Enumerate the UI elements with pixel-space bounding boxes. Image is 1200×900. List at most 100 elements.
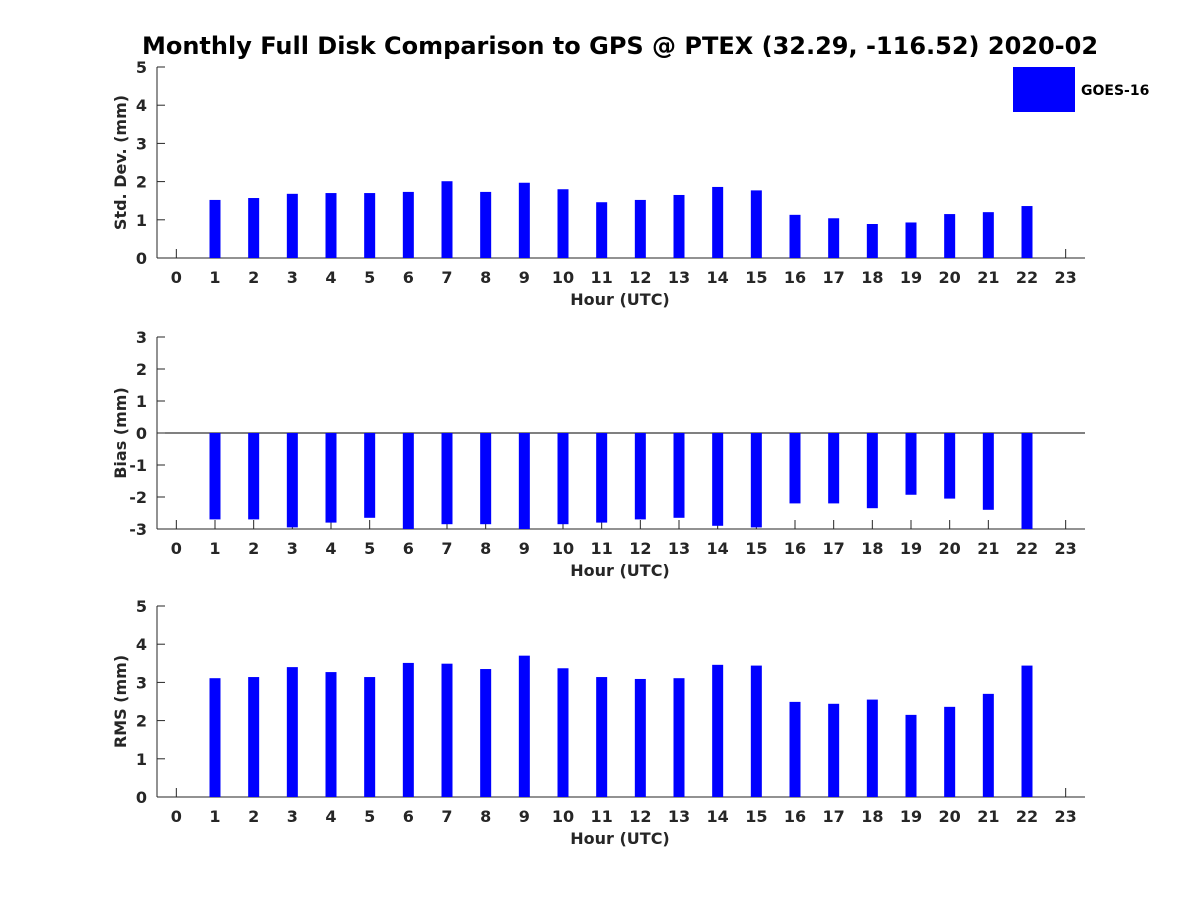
bar-hour-6 [402, 433, 414, 529]
bar-hour-4 [325, 193, 337, 258]
bar-hour-6 [402, 191, 414, 258]
bar-hour-22 [1021, 206, 1033, 258]
bar-hour-17 [828, 433, 840, 504]
x-tick-label: 23 [1055, 807, 1077, 826]
bar-hour-5 [364, 677, 376, 797]
x-tick-label: 3 [287, 268, 298, 287]
x-axis-label: Hour (UTC) [570, 829, 670, 848]
bar-hour-9 [518, 182, 530, 258]
x-tick-label: 16 [784, 268, 806, 287]
x-tick-label: 20 [939, 807, 961, 826]
x-tick-label: 13 [668, 268, 690, 287]
chart-title: Monthly Full Disk Comparison to GPS @ PT… [142, 32, 1098, 60]
x-tick-label: 14 [707, 539, 729, 558]
y-tick-label: 0 [136, 249, 147, 268]
x-tick-label: 0 [171, 539, 182, 558]
x-tick-label: 4 [325, 807, 336, 826]
y-tick-label: 2 [136, 712, 147, 731]
bar-hour-9 [518, 433, 530, 529]
bar-hour-18 [866, 224, 878, 258]
x-tick-label: 13 [668, 539, 690, 558]
bar-hour-7 [441, 181, 453, 258]
x-tick-label: 18 [861, 268, 883, 287]
x-tick-label: 17 [823, 539, 845, 558]
x-tick-label: 16 [784, 807, 806, 826]
bar-hour-17 [828, 218, 840, 258]
bar-hour-20 [944, 214, 956, 258]
x-tick-label: 8 [480, 268, 491, 287]
x-tick-label: 6 [403, 268, 414, 287]
x-tick-label: 22 [1016, 539, 1038, 558]
y-tick-label: 3 [136, 328, 147, 347]
x-tick-label: 10 [552, 807, 574, 826]
x-tick-label: 7 [441, 539, 452, 558]
bar-hour-15 [750, 190, 762, 258]
bar-hour-19 [905, 714, 917, 797]
bar-hour-20 [944, 433, 956, 499]
x-tick-label: 23 [1055, 268, 1077, 287]
x-tick-label: 20 [939, 268, 961, 287]
bar-hour-12 [634, 678, 646, 797]
y-tick-label: -1 [129, 456, 147, 475]
x-tick-label: 8 [480, 807, 491, 826]
x-tick-label: 6 [403, 807, 414, 826]
legend: GOES-16 [1013, 67, 1149, 112]
x-tick-label: 4 [325, 539, 336, 558]
bar-hour-11 [596, 677, 608, 797]
bar-hour-13 [673, 433, 685, 518]
bar-hour-3 [286, 433, 298, 528]
x-tick-label: 11 [591, 807, 613, 826]
x-tick-label: 21 [977, 539, 999, 558]
y-tick-label: 0 [136, 788, 147, 807]
legend-swatch-goes-16 [1013, 67, 1075, 112]
bar-hour-14 [712, 664, 724, 797]
bar-hour-1 [209, 678, 221, 797]
y-tick-label: 5 [136, 597, 147, 616]
x-tick-label: 19 [900, 268, 922, 287]
bar-hour-4 [325, 433, 337, 523]
bar-hour-12 [634, 433, 646, 520]
y-tick-label: 5 [136, 58, 147, 77]
x-tick-label: 17 [823, 268, 845, 287]
bar-hour-21 [982, 433, 994, 510]
x-tick-label: 2 [248, 268, 259, 287]
bar-hour-12 [634, 199, 646, 258]
bar-hour-22 [1021, 665, 1033, 797]
x-tick-label: 10 [552, 268, 574, 287]
y-tick-label: 0 [136, 424, 147, 443]
y-tick-label: -2 [129, 488, 147, 507]
bar-hour-3 [286, 193, 298, 258]
y-axis-label: Std. Dev. (mm) [111, 95, 130, 230]
x-tick-label: 3 [287, 807, 298, 826]
bar-hour-6 [402, 662, 414, 797]
bar-hour-16 [789, 701, 801, 797]
bar-hour-2 [248, 677, 260, 797]
x-tick-label: 21 [977, 268, 999, 287]
bar-hour-7 [441, 433, 453, 525]
bar-hour-8 [480, 669, 492, 797]
bar-hour-1 [209, 199, 221, 258]
bar-hour-19 [905, 433, 917, 495]
y-tick-label: 1 [136, 392, 147, 411]
x-tick-label: 7 [441, 268, 452, 287]
x-tick-label: 15 [745, 807, 767, 826]
x-tick-label: 18 [861, 539, 883, 558]
bar-hour-2 [248, 198, 260, 258]
x-tick-label: 14 [707, 807, 729, 826]
y-tick-label: 2 [136, 173, 147, 192]
bar-hour-18 [866, 433, 878, 509]
x-tick-label: 9 [519, 807, 530, 826]
bar-hour-21 [982, 212, 994, 258]
bar-hour-11 [596, 202, 608, 258]
y-tick-label: 4 [136, 635, 147, 654]
bar-hour-10 [557, 433, 569, 525]
bar-hour-3 [286, 667, 298, 797]
bar-hour-18 [866, 699, 878, 797]
x-tick-label: 7 [441, 807, 452, 826]
bar-hour-7 [441, 663, 453, 797]
bar-hour-14 [712, 186, 724, 258]
bar-hour-1 [209, 433, 221, 520]
bar-hour-19 [905, 222, 917, 258]
